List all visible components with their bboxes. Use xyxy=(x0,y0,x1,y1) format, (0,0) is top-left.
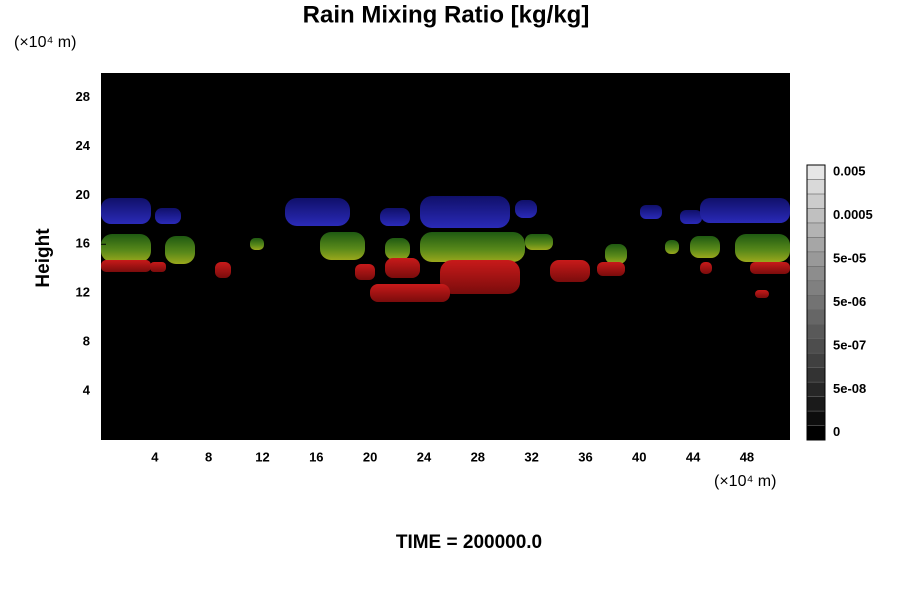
colorbar-frame xyxy=(806,164,826,441)
colorbar-band xyxy=(806,381,826,397)
colorbar-label: 0.005 xyxy=(833,164,866,179)
colorbar-band xyxy=(806,323,826,339)
x-tick-label: 44 xyxy=(686,449,701,464)
colorbar-label: 5e-07 xyxy=(833,337,866,352)
colorbar-band xyxy=(806,410,826,426)
colorbar-band xyxy=(806,179,826,195)
x-tick-label: 40 xyxy=(632,449,646,464)
y-tick-label: 28 xyxy=(76,89,90,104)
x-tick-label: 4 xyxy=(151,449,159,464)
colorbar-band xyxy=(806,396,826,412)
colorbar-band xyxy=(806,208,826,224)
y-tick-label: 4 xyxy=(83,383,91,398)
colorbar-band xyxy=(806,280,826,296)
colorbar-band xyxy=(806,251,826,267)
colorbar-band xyxy=(806,295,826,310)
x-tick-label: 24 xyxy=(417,449,432,464)
x-tick-label: 48 xyxy=(740,449,754,464)
colorbar-band xyxy=(806,367,826,383)
colorbar-band xyxy=(806,425,826,441)
y-tick-label: 16 xyxy=(76,236,90,251)
colorbar-band xyxy=(806,352,826,368)
y-tick-label: 12 xyxy=(76,285,90,300)
colorbar-band xyxy=(806,193,826,209)
field xyxy=(101,196,790,302)
y-tick-label: 8 xyxy=(83,334,90,349)
colorbar-band xyxy=(806,266,826,282)
colorbar-label: 0.0005 xyxy=(833,207,873,222)
y-tick-label: 20 xyxy=(76,187,90,202)
chart-title: Rain Mixing Ratio [kg/kg] xyxy=(303,1,590,28)
colorbar-band xyxy=(806,222,826,238)
x-unit: (×10⁴ m) xyxy=(714,473,776,490)
colorbar-label: 0 xyxy=(833,424,840,439)
colorbar-band xyxy=(806,164,826,180)
x-tick-label: 16 xyxy=(309,449,323,464)
footer: TIME = 200000.0 xyxy=(396,532,542,553)
x-tick-label: 12 xyxy=(255,449,269,464)
x-tick-label: 28 xyxy=(471,449,485,464)
x-tick-label: 8 xyxy=(205,449,212,464)
colorbar-band xyxy=(806,309,826,325)
colorbar-band xyxy=(806,237,826,253)
colorbar-label: 5e-06 xyxy=(833,294,866,309)
y-unit: (×10⁴ m) xyxy=(14,34,76,51)
x-tick-label: 36 xyxy=(578,449,592,464)
y-tick-label: 24 xyxy=(76,138,91,153)
x-tick-label: 20 xyxy=(363,449,377,464)
colorbar-label: 5e-05 xyxy=(833,251,866,266)
y-label: Height xyxy=(33,228,54,288)
colorbar-label: 5e-08 xyxy=(833,381,866,396)
x-tick-label: 32 xyxy=(524,449,538,464)
colorbar-band xyxy=(806,338,826,354)
